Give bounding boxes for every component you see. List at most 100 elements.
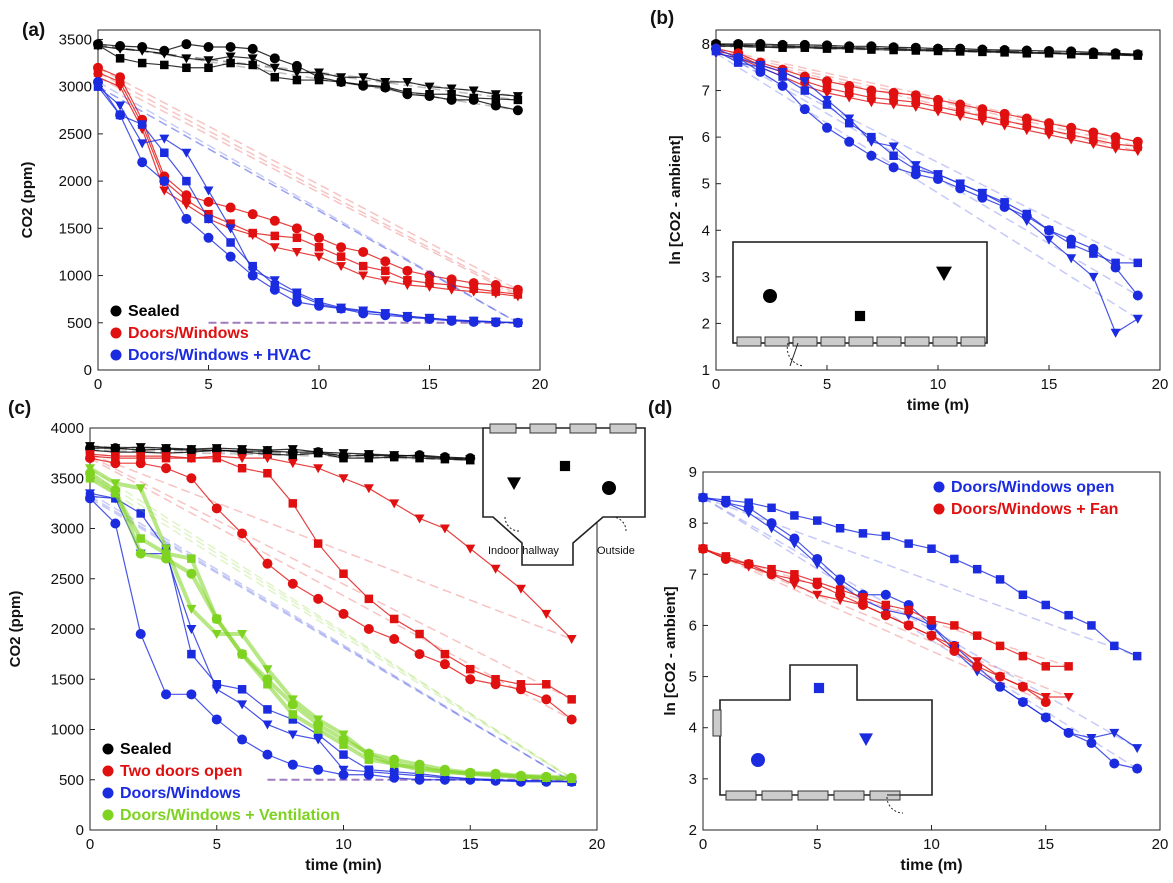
data-point <box>336 242 347 253</box>
data-point <box>403 276 412 285</box>
x-tick-label: 20 <box>1152 836 1169 853</box>
window-icon <box>529 423 557 434</box>
data-point <box>269 215 280 226</box>
data-point <box>363 767 374 777</box>
data-point <box>135 443 146 453</box>
data-point <box>867 93 876 102</box>
data-point <box>237 454 248 464</box>
data-point <box>211 503 222 514</box>
legend-label: Doors/Windows <box>120 785 241 802</box>
y-tick-label: 2 <box>689 822 697 839</box>
data-point <box>881 531 891 541</box>
window-icon <box>736 336 762 347</box>
x-tick-label: 15 <box>421 376 438 393</box>
data-point <box>466 664 475 674</box>
data-point <box>844 136 855 147</box>
x-tick-label: 0 <box>86 836 94 853</box>
data-point <box>389 769 400 779</box>
data-point <box>977 104 988 115</box>
data-point <box>181 148 192 158</box>
x-axis-label: time (m) <box>900 857 962 874</box>
legend: Sealed Doors/Windows Doors/Windows + HVAC <box>110 303 312 364</box>
data-point <box>338 608 349 619</box>
data-point <box>237 528 248 539</box>
data-point <box>204 209 213 219</box>
data-point <box>389 760 400 770</box>
data-point <box>949 641 960 651</box>
sensor-marker <box>813 682 825 694</box>
data-point <box>1063 693 1074 703</box>
panel-label: (c) <box>8 398 31 419</box>
window-icon <box>761 790 793 801</box>
data-point <box>835 580 846 590</box>
fit-line <box>89 467 573 780</box>
panel-3: 0 5 10 15 20 2 3 4 5 6 7 8 9 time (m) ln [CO2 - ambien… <box>648 398 1168 874</box>
y-tick-label: 6 <box>689 617 697 634</box>
fit-line <box>89 477 573 780</box>
y-tick-label: 1500 <box>59 220 92 237</box>
data-point <box>424 314 435 324</box>
y-tick-label: 7 <box>689 566 697 583</box>
sensor-marker <box>936 266 952 281</box>
data-point <box>135 484 146 494</box>
data-point <box>999 200 1010 210</box>
legend-marker <box>102 743 114 755</box>
data-point <box>358 80 368 90</box>
data-point <box>512 318 523 328</box>
y-tick-label: 500 <box>67 315 92 332</box>
y-tick-label: 2500 <box>51 571 84 588</box>
data-point <box>955 179 966 189</box>
data-point <box>389 634 400 645</box>
data-point <box>1110 50 1121 60</box>
data-point <box>115 110 125 120</box>
data-point <box>313 593 324 604</box>
y-tick-label: 0 <box>84 362 92 379</box>
data-point <box>263 680 272 689</box>
data-point <box>186 625 197 634</box>
y-tick-label: 5 <box>702 176 710 193</box>
data-point <box>1040 697 1051 708</box>
data-point <box>1044 130 1054 140</box>
y-tick-label: 3500 <box>59 31 92 48</box>
data-point <box>363 484 374 494</box>
data-point <box>933 107 943 117</box>
y-tick-label: 3000 <box>59 79 92 96</box>
data-point <box>1018 651 1028 661</box>
data-point <box>766 570 777 580</box>
data-point <box>136 534 145 543</box>
data-point <box>186 689 197 700</box>
fit-line <box>97 86 519 324</box>
sensor-marker <box>763 289 777 303</box>
data-point <box>1041 662 1050 671</box>
data-point <box>287 578 298 589</box>
data-point <box>516 680 526 689</box>
data-point <box>698 544 708 554</box>
y-tick-label: 9 <box>689 464 697 481</box>
data-point <box>995 672 1006 682</box>
window-icon <box>792 336 818 347</box>
data-point <box>338 765 349 775</box>
data-point <box>777 67 788 77</box>
data-point <box>1089 135 1098 144</box>
data-point <box>338 730 349 740</box>
data-point <box>447 280 456 290</box>
data-point <box>978 111 987 121</box>
data-point <box>446 315 457 325</box>
data-point <box>465 544 476 554</box>
data-point <box>927 616 936 625</box>
data-point <box>439 659 450 670</box>
data-point <box>313 764 324 775</box>
data-point <box>389 499 400 509</box>
y-tick-label: 3 <box>702 269 710 286</box>
data-point <box>465 769 476 779</box>
x-axis-label: time (m) <box>907 397 969 414</box>
data-point <box>262 665 273 675</box>
x-tick-label: 10 <box>923 836 940 853</box>
data-point <box>812 560 823 570</box>
series-1 <box>698 493 1142 661</box>
data-point <box>1018 590 1028 599</box>
data-point <box>186 604 197 614</box>
data-point <box>313 715 324 725</box>
data-point <box>755 60 766 70</box>
data-point <box>440 649 450 659</box>
